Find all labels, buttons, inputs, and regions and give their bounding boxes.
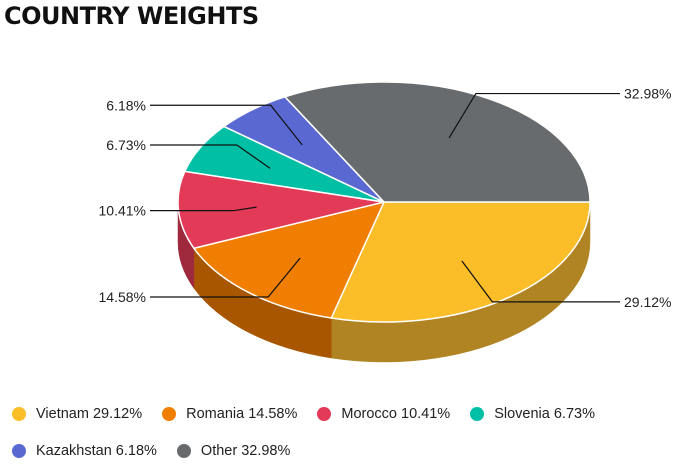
pie-slice-vietnam [330,201,591,323]
legend-swatch-icon [176,444,191,458]
leader-line-vietnam [461,260,620,303]
data-label-morocco: 10.41% [99,203,146,219]
legend-item-vietnam[interactable]: Vietnam 29.12% [12,404,142,424]
legend-label: Slovenia 6.73% [494,406,595,422]
data-label-other: 32.98% [624,86,671,102]
leader-line-romania [150,257,301,298]
legend-item-kazakhstan[interactable]: Kazakhstan 6.18% [12,441,157,461]
leader-line-other [448,92,620,139]
leader-line-kazakhstan [150,104,303,146]
legend-label: Romania 14.58% [186,406,298,422]
legend: Vietnam 29.12% Romania 14.58% Morocco 10.4… [12,404,692,461]
data-label-kazakhstan: 6.18% [106,97,146,113]
legend-swatch-icon [162,407,177,421]
leader-line-morocco [150,206,257,212]
legend-label: Kazakhstan 6.18% [36,443,157,459]
legend-item-other[interactable]: Other 32.98% [176,441,291,461]
chart-title: COUNTRY WEIGHTS [4,2,259,30]
legend-swatch-icon [12,444,26,458]
pie-slices [177,81,591,323]
legend-swatch-icon [12,407,26,421]
pie-labels: 29.12% 14.58% 10.41% 6.73% 6.18% 32.98% [99,86,672,310]
pie-slice-romania [193,201,385,319]
legend-label: Vietnam 29.12% [36,406,143,422]
legend-item-slovenia[interactable]: Slovenia 6.73% [470,404,595,424]
legend-label: Other 32.98% [200,443,291,459]
data-label-slovenia: 6.73% [106,137,146,153]
pie-chart: 29.12% 14.58% 10.41% 6.73% 6.18% 32.98% [99,81,672,363]
data-label-vietnam: 29.12% [624,294,671,310]
legend-label: Morocco 10.41% [341,406,451,422]
legend-swatch-icon [470,407,485,421]
leader-line-slovenia [150,144,271,169]
pie-slice-other [284,81,591,203]
data-label-romania: 14.58% [99,289,146,305]
legend-item-morocco[interactable]: Morocco 10.41% [317,404,450,424]
legend-swatch-icon [317,407,332,421]
legend-item-romania[interactable]: Romania 14.58% [162,404,297,424]
